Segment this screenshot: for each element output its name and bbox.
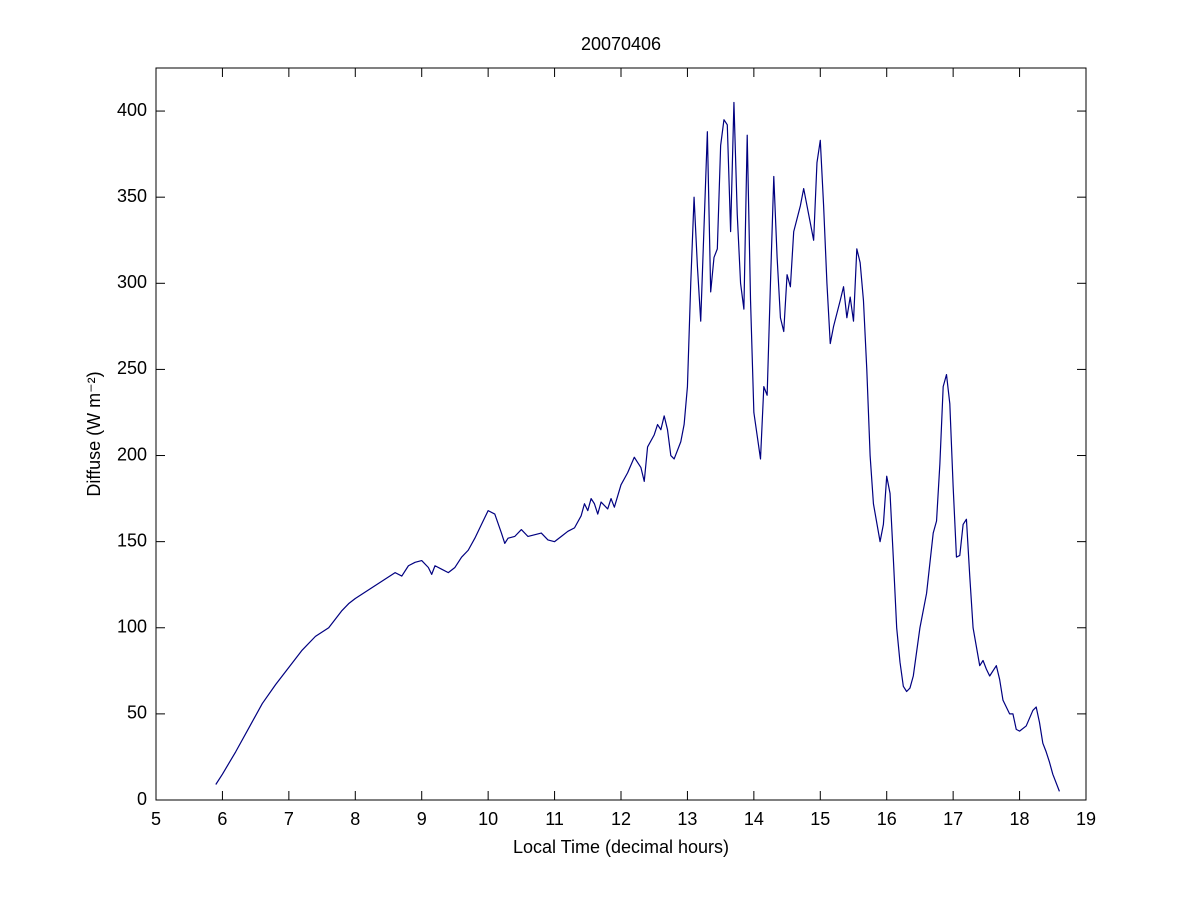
- y-axis-label: Diffuse (W m⁻²): [84, 371, 104, 496]
- x-tick-label: 10: [478, 809, 498, 829]
- x-tick-label: 12: [611, 809, 631, 829]
- x-tick-label: 11: [545, 809, 564, 829]
- y-tick-label: 400: [117, 100, 147, 120]
- x-tick-label: 19: [1076, 809, 1096, 829]
- x-tick-label: 7: [284, 809, 294, 829]
- y-tick-label: 200: [117, 444, 147, 464]
- y-tick-label: 150: [117, 530, 147, 550]
- x-tick-label: 13: [677, 809, 697, 829]
- y-tick-label: 250: [117, 358, 147, 378]
- x-tick-label: 18: [1010, 809, 1030, 829]
- y-tick-label: 0: [137, 789, 147, 809]
- y-tick-label: 50: [127, 703, 147, 723]
- x-tick-label: 17: [943, 809, 963, 829]
- x-tick-label: 16: [877, 809, 897, 829]
- x-tick-label: 8: [350, 809, 360, 829]
- x-axis-label: Local Time (decimal hours): [513, 837, 729, 857]
- y-tick-label: 100: [117, 617, 147, 637]
- y-tick-label: 350: [117, 186, 147, 206]
- x-tick-label: 5: [151, 809, 161, 829]
- plot-frame: [155, 67, 1087, 801]
- x-tick-label: 15: [810, 809, 830, 829]
- data-line: [215, 101, 1060, 792]
- x-tick-label: 6: [217, 809, 227, 829]
- x-tick-label: 9: [417, 809, 427, 829]
- y-tick-label: 300: [117, 272, 147, 292]
- chart-title: 20070406: [581, 34, 661, 54]
- x-tick-label: 14: [744, 809, 764, 829]
